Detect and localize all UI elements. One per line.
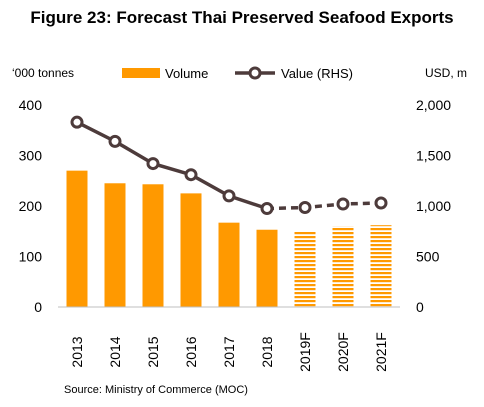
value-marker-2017 <box>222 189 236 203</box>
bar-series-volume <box>66 170 392 307</box>
volume-bar-2021f <box>370 225 392 307</box>
legend-label-value: Value (RHS) <box>281 66 353 81</box>
x-tick-label: 2020F <box>335 332 351 372</box>
value-marker-2021f <box>374 196 388 210</box>
right-axis: 0 500 1,000 1,500 2,000 USD, m <box>416 66 467 315</box>
x-tick-label: 2016 <box>183 336 199 367</box>
legend-swatch-value-marker <box>248 66 262 80</box>
legend-label-volume: Volume <box>165 66 208 81</box>
volume-bar-2014 <box>104 183 126 307</box>
legend-swatch-volume <box>122 68 160 78</box>
left-tick-label: 0 <box>34 299 42 315</box>
left-tick-label: 300 <box>19 148 43 164</box>
x-tick-label: 2019F <box>297 332 313 372</box>
right-tick-label: 1,500 <box>416 148 451 164</box>
value-line-actual <box>76 120 268 211</box>
right-axis-unit-label: USD, m <box>425 66 467 80</box>
x-tick-label: 2018 <box>259 336 275 367</box>
left-tick-label: 100 <box>19 249 43 265</box>
x-tick-label: 2021F <box>373 332 389 372</box>
volume-bar-2015 <box>142 184 164 307</box>
value-marker-2019f <box>298 201 312 215</box>
volume-bar-2016 <box>180 193 202 307</box>
value-marker-2015 <box>146 157 160 171</box>
value-marker-2014 <box>108 134 122 148</box>
legend: Volume Value (RHS) <box>122 66 353 81</box>
volume-bar-2017 <box>218 222 240 307</box>
volume-bar-2013 <box>66 170 88 307</box>
right-tick-label: 2,000 <box>416 97 451 113</box>
left-tick-label: 200 <box>19 198 43 214</box>
x-axis-labels: 2013 2014 2015 2016 2017 2018 2019F 2020F 2021F <box>69 332 389 372</box>
left-axis-unit-label: ‘000 tonnes <box>12 66 74 80</box>
right-tick-label: 500 <box>416 249 440 265</box>
right-tick-label: 0 <box>416 299 424 315</box>
volume-bar-2018 <box>256 229 278 307</box>
value-marker-2020f <box>336 197 350 211</box>
right-tick-label: 1,000 <box>416 198 451 214</box>
x-tick-label: 2013 <box>69 336 85 367</box>
left-tick-label: 400 <box>19 97 43 113</box>
value-marker-2018 <box>260 202 274 216</box>
x-tick-label: 2015 <box>145 336 161 367</box>
line-series-value <box>70 115 388 216</box>
x-tick-label: 2017 <box>221 336 237 367</box>
volume-bar-2020f <box>332 226 354 307</box>
value-marker-2016 <box>184 168 198 182</box>
chart-title: Figure 23: Forecast Thai Preserved Seafo… <box>30 8 454 27</box>
source-note: Source: Ministry of Commerce (MOC) <box>64 384 248 396</box>
value-marker-2013 <box>70 115 84 129</box>
left-axis: 0 100 200 300 400 ‘000 tonnes <box>12 66 74 315</box>
volume-bar-2019f <box>294 231 316 307</box>
x-tick-label: 2014 <box>107 336 123 367</box>
value-line-forecast <box>266 201 382 211</box>
